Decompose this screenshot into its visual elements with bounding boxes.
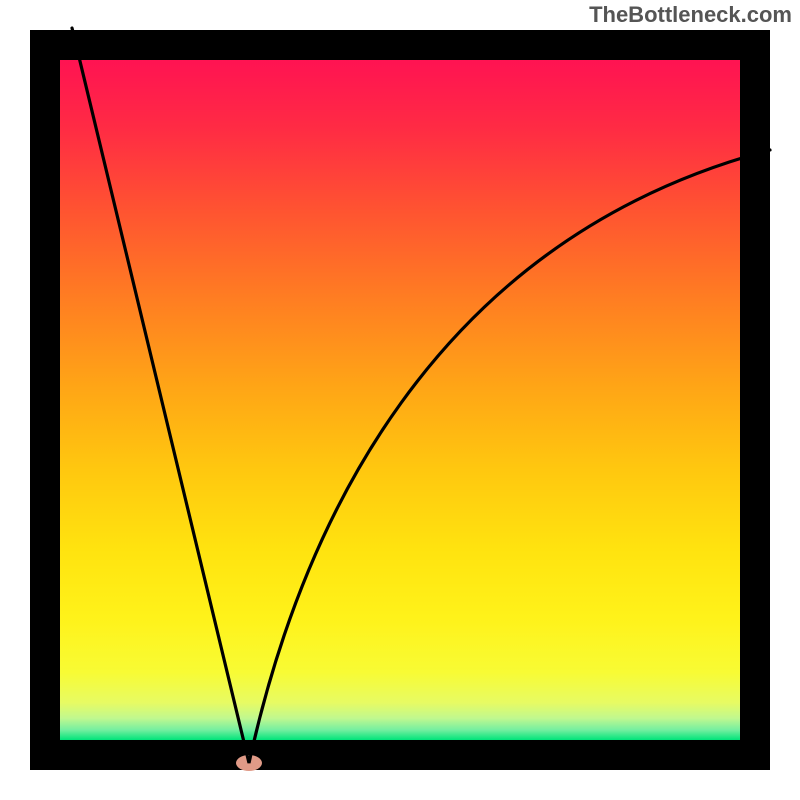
- bottleneck-chart: [0, 0, 800, 800]
- watermark-text: TheBottleneck.com: [589, 2, 792, 28]
- chart-container: { "watermark": { "text": "TheBottleneck.…: [0, 0, 800, 800]
